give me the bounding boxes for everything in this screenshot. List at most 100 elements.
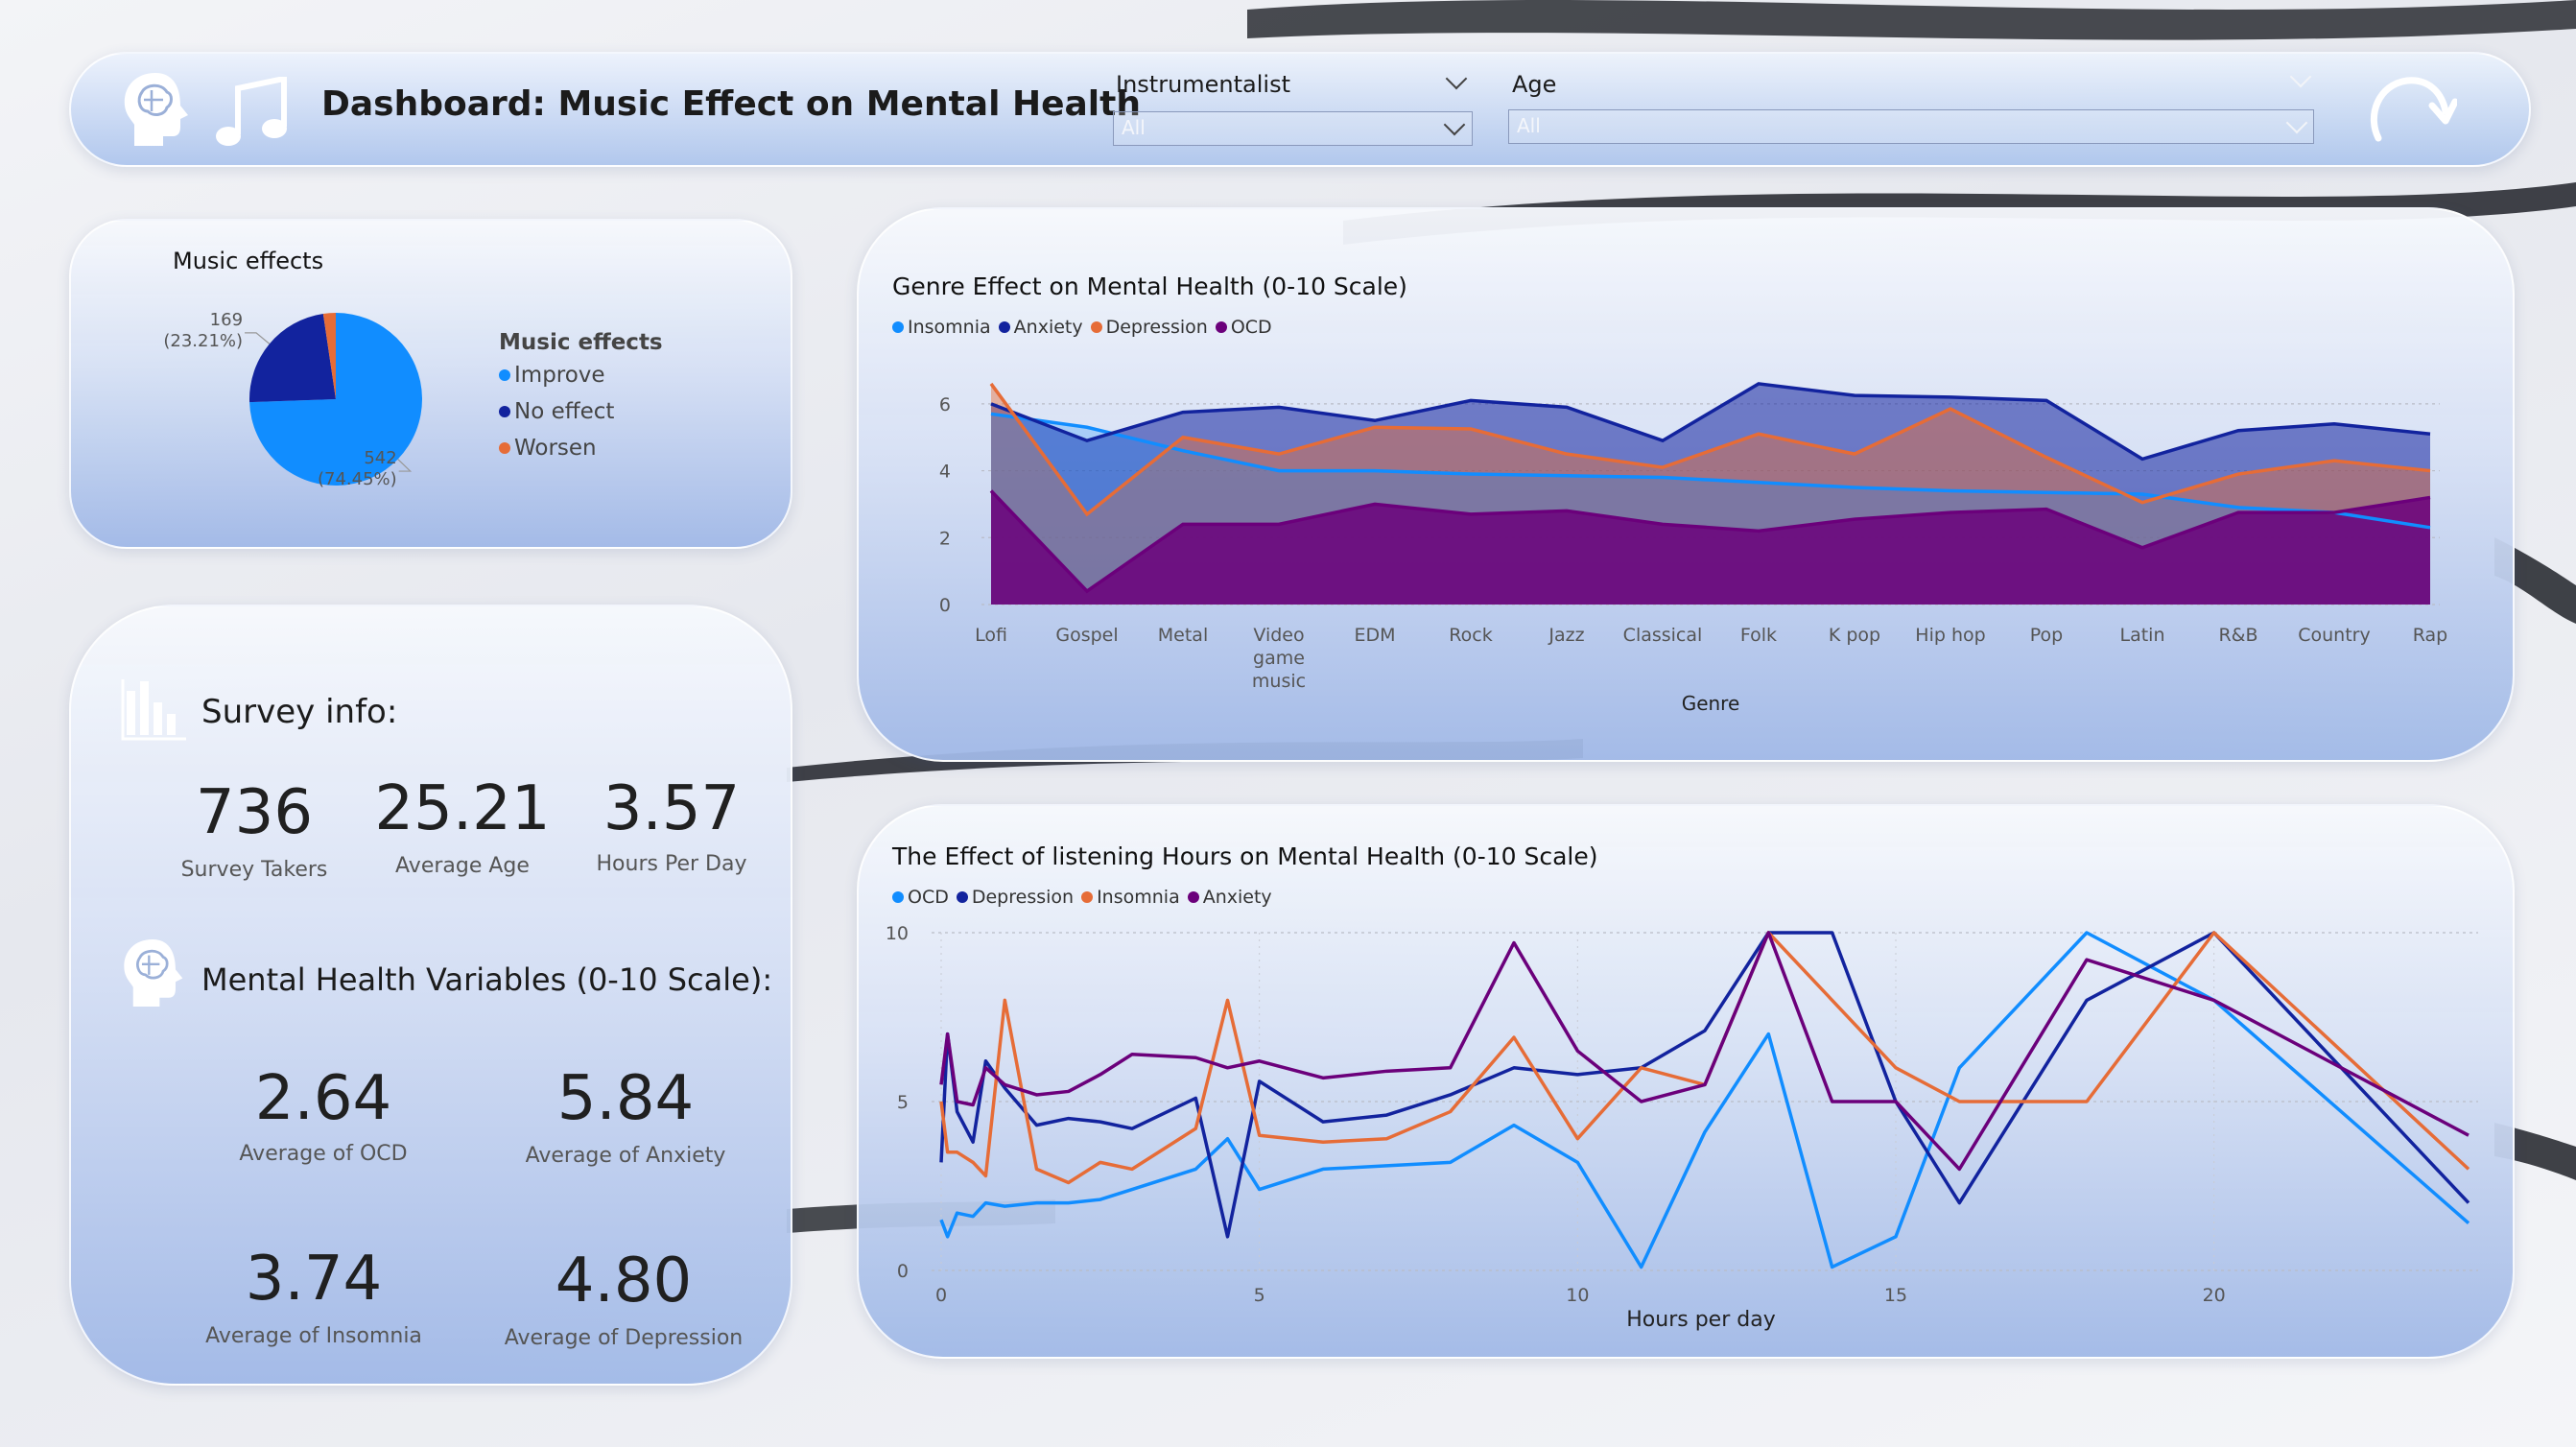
legend-dot bbox=[499, 406, 510, 417]
average-age-value: 25.21 bbox=[374, 773, 551, 844]
legend-item-insomnia[interactable]: Insomnia bbox=[892, 317, 991, 338]
hours-line-chart: 0 5 10 0 5 10 15 20 Hours per day bbox=[886, 923, 2478, 1332]
legend-label: Depression bbox=[1105, 317, 1208, 338]
survey-info-heading: Survey info: bbox=[201, 693, 398, 731]
genre-x-tick: Video bbox=[1253, 625, 1304, 646]
legend-label: OCD bbox=[1230, 317, 1272, 338]
legend-item-depression[interactable]: Depression bbox=[1090, 317, 1208, 338]
hours-per-day-label: Hours Per Day bbox=[596, 852, 747, 876]
page-title: Dashboard: Music Effect on Mental Health bbox=[321, 84, 1141, 124]
genre-x-tick: Pop bbox=[2030, 625, 2063, 646]
legend-dot bbox=[499, 442, 510, 454]
legend-label: Insomnia bbox=[1097, 887, 1180, 908]
hours-per-day-value: 3.57 bbox=[603, 773, 741, 844]
hours-y-tick: 0 bbox=[897, 1261, 909, 1282]
pie-leader-line bbox=[397, 459, 413, 472]
average-age-label: Average Age bbox=[395, 854, 530, 878]
genre-y-tick: 2 bbox=[939, 528, 951, 549]
genre-x-tick: Rap bbox=[2413, 625, 2448, 646]
pie-data-label-value: 542 bbox=[364, 448, 396, 468]
survey-takers-label: Survey Takers bbox=[180, 858, 328, 882]
anxiety-average-value: 5.84 bbox=[556, 1063, 695, 1134]
legend-label: Insomnia bbox=[908, 317, 991, 338]
legend-item-ocd[interactable]: OCD bbox=[1215, 317, 1272, 338]
pie-slice-worsen[interactable] bbox=[322, 313, 336, 399]
legend-dot bbox=[1090, 321, 1102, 333]
hours-x-tick: 15 bbox=[1884, 1285, 1907, 1306]
reset-arrow-icon[interactable] bbox=[2365, 71, 2457, 152]
instrumentalist-slicer-dropdown[interactable]: All bbox=[1113, 111, 1473, 146]
legend-label: No effect bbox=[514, 399, 615, 424]
depression-average-value: 4.80 bbox=[555, 1245, 693, 1317]
pie-slice-no-effect[interactable] bbox=[249, 313, 336, 403]
genre-y-tick: 0 bbox=[939, 595, 951, 616]
genre-y-tick: 6 bbox=[939, 394, 951, 415]
genre-x-tick: Hip hop bbox=[1915, 625, 1985, 646]
hours-line-insomnia[interactable] bbox=[939, 931, 2470, 1185]
music-effects-card bbox=[69, 219, 792, 549]
legend-item-anxiety[interactable]: Anxiety bbox=[998, 317, 1083, 338]
genre-chart-legend: Insomnia Anxiety Depression OCD bbox=[892, 317, 1280, 338]
genre-x-tick: Classical bbox=[1623, 625, 1703, 646]
genre-x-axis-label: Genre bbox=[1682, 692, 1740, 715]
genre-x-tick: Latin bbox=[2120, 625, 2165, 646]
insomnia-average-value: 3.74 bbox=[245, 1244, 383, 1315]
legend-label: Improve bbox=[514, 363, 605, 388]
hours-x-tick: 20 bbox=[2203, 1285, 2226, 1306]
pie-data-label-pct: (74.45%) bbox=[318, 469, 397, 489]
legend-label: Anxiety bbox=[1202, 887, 1272, 908]
genre-line-anxiety[interactable] bbox=[990, 382, 2431, 462]
brain-head-icon bbox=[124, 939, 183, 1007]
hours-chart-legend: OCD Depression Insomnia Anxiety bbox=[892, 887, 1280, 908]
music-effects-pie-chart: 542(74.45%) 169(23.21%) bbox=[163, 310, 422, 489]
insomnia-average-label: Average of Insomnia bbox=[205, 1324, 422, 1348]
mental-health-heading: Mental Health Variables (0-10 Scale): bbox=[201, 961, 773, 998]
legend-label: OCD bbox=[908, 887, 949, 908]
ocd-average-value: 2.64 bbox=[254, 1063, 392, 1134]
legend-label: Depression bbox=[971, 887, 1075, 908]
genre-x-tick: music bbox=[1252, 671, 1306, 692]
age-slicer-label: Age bbox=[1512, 71, 1557, 98]
legend-item-depression[interactable]: Depression bbox=[956, 887, 1075, 908]
genre-x-tick: game bbox=[1253, 648, 1305, 669]
legend-dot bbox=[998, 321, 1010, 333]
legend-item-insomnia[interactable]: Insomnia bbox=[1081, 887, 1180, 908]
pie-legend-title: Music effects bbox=[499, 330, 663, 355]
genre-line-ocd[interactable] bbox=[989, 489, 2431, 594]
legend-label: Anxiety bbox=[1013, 317, 1083, 338]
genre-y-tick: 4 bbox=[939, 462, 951, 483]
legend-item-ocd[interactable]: OCD bbox=[892, 887, 949, 908]
legend-label: Worsen bbox=[514, 436, 597, 461]
hours-x-axis-label: Hours per day bbox=[1626, 1308, 1775, 1332]
genre-line-insomnia[interactable] bbox=[990, 412, 2431, 530]
pie-legend-item-improve[interactable]: Improve bbox=[499, 363, 614, 388]
pie-legend-item-worsen[interactable]: Worsen bbox=[499, 436, 614, 461]
survey-takers-value: 736 bbox=[195, 777, 314, 848]
brain-head-icon bbox=[124, 73, 188, 146]
pie-data-label-pct: (23.21%) bbox=[163, 331, 243, 351]
genre-x-tick: Metal bbox=[1158, 625, 1208, 646]
hours-chart-card bbox=[857, 804, 2515, 1359]
legend-dot bbox=[1187, 891, 1199, 903]
pie-slice-improve[interactable] bbox=[249, 313, 422, 486]
instrumentalist-slicer-label: Instrumentalist bbox=[1116, 71, 1291, 98]
age-slicer-dropdown[interactable]: All bbox=[1508, 109, 2314, 144]
hours-x-tick: 5 bbox=[1254, 1285, 1265, 1306]
pie-leader-line bbox=[245, 332, 271, 344]
hours-y-tick: 10 bbox=[886, 923, 909, 944]
legend-item-anxiety[interactable]: Anxiety bbox=[1187, 887, 1272, 908]
genre-x-tick: Gospel bbox=[1055, 625, 1118, 646]
pie-chart-title: Music effects bbox=[173, 248, 324, 274]
instrumentalist-slicer-value: All bbox=[1122, 116, 1146, 139]
pie-legend: Improve No effect Worsen bbox=[499, 363, 614, 472]
genre-line-depression[interactable] bbox=[989, 382, 2431, 517]
genre-x-tick: R&B bbox=[2218, 625, 2257, 646]
pie-legend-item-no-effect[interactable]: No effect bbox=[499, 399, 614, 424]
legend-dot bbox=[499, 369, 510, 381]
ocd-average-label: Average of OCD bbox=[239, 1142, 408, 1166]
survey-info-card bbox=[69, 605, 792, 1386]
genre-x-tick: Country bbox=[2298, 625, 2370, 646]
hours-line-anxiety[interactable] bbox=[939, 931, 2470, 1172]
hours-line-ocd[interactable] bbox=[939, 931, 2470, 1269]
